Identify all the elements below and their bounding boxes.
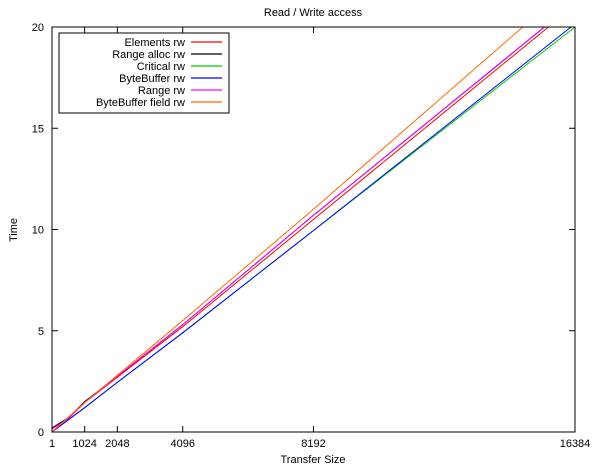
x-tick-label: 1024: [72, 438, 96, 450]
y-tick-label: 15: [32, 123, 44, 135]
series-line-range-rw: [51, 26, 545, 430]
series-layer: [51, 26, 576, 433]
x-axis-label: Transfer Size: [280, 454, 345, 466]
legend-label: Elements rw: [124, 37, 185, 49]
legend-label: Range alloc rw: [112, 49, 185, 61]
x-tick-label: 16384: [560, 438, 591, 450]
legend-label: ByteBuffer rw: [119, 73, 185, 85]
y-tick-label: 10: [32, 225, 44, 237]
y-tick-label: 5: [38, 326, 44, 338]
plot-frame: [51, 26, 576, 433]
x-tick-label: 4096: [170, 438, 194, 450]
x-tick-label: 8192: [301, 438, 325, 450]
x-tick-label: 2048: [105, 438, 129, 450]
y-axis-label: Time: [8, 218, 20, 242]
x-tick-label: 1: [49, 438, 55, 450]
ticks-layer: 1 1024 2048 4096 8192 16384 0 5 10 15 20: [32, 22, 591, 450]
legend-label: ByteBuffer field rw: [96, 97, 185, 109]
y-tick-label: 0: [38, 427, 44, 439]
series-line-bytebuffer-rw: [51, 26, 572, 433]
y-tick-label: 20: [32, 22, 44, 34]
legend-label: Critical rw: [137, 61, 185, 73]
legend-label: Range rw: [138, 85, 185, 97]
legend-box: [58, 32, 230, 114]
chart-title: Read / Write access: [264, 7, 363, 19]
series-line-bytebuffer-field-rw: [51, 26, 524, 433]
